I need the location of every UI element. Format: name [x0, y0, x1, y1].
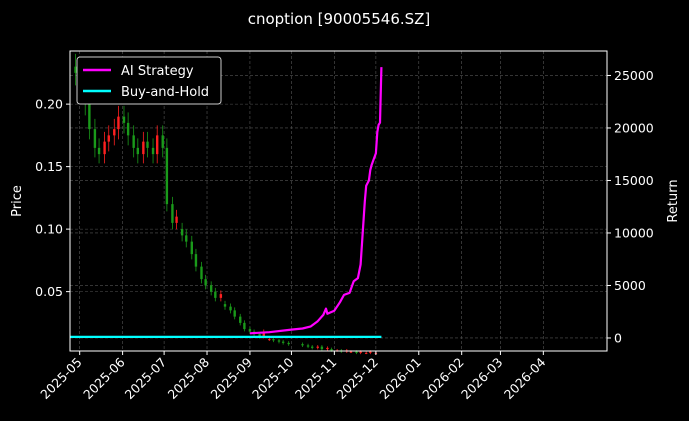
right-tick-label: 10000 [614, 225, 654, 240]
candle-body [88, 104, 91, 130]
left-tick-label: 0.05 [35, 284, 63, 299]
candle-body [349, 351, 353, 353]
candle-body [194, 254, 198, 267]
right-tick-label: 20000 [614, 120, 654, 135]
candle-body [126, 122, 130, 136]
candle-body [369, 351, 372, 353]
candle-body [185, 235, 188, 242]
legend-label-buy-and-hold: Buy-and-Hold [121, 85, 209, 100]
candle-body [151, 147, 155, 155]
return-lines [70, 67, 383, 338]
legend-box [76, 56, 222, 105]
x-tick-label: 2025-12 [333, 355, 381, 403]
left-tick-label: 0.15 [35, 159, 63, 174]
candle-body [190, 241, 193, 255]
legend-label-ai-strategy: AI Strategy [121, 64, 194, 79]
candle-body [355, 351, 358, 353]
x-tick-label: 2026-01 [376, 355, 424, 403]
x-tick-label: 2025-08 [165, 354, 213, 402]
candle-body [262, 331, 265, 337]
candle-body [209, 285, 213, 292]
x-tick-label: 2025-05 [37, 355, 85, 403]
candle-body [214, 291, 217, 298]
candle-body [320, 346, 324, 350]
x-tick-label: 2026-02 [419, 355, 467, 403]
x-tick-label: 2025-07 [122, 355, 170, 403]
candle-body [155, 135, 159, 155]
candle-body [272, 339, 275, 341]
candle-body [277, 340, 281, 342]
x-tick-label: 2025-11 [292, 355, 340, 403]
candle-body [204, 279, 207, 286]
candle-body [281, 341, 285, 343]
chart-title: cnoption [90005546.SZ] [248, 10, 431, 28]
candle-body [93, 129, 97, 148]
candle-body [233, 310, 236, 317]
candle-body [175, 216, 178, 223]
right-axis-label: Return [666, 179, 681, 222]
candle-body [146, 141, 149, 148]
candle-body [136, 147, 140, 155]
candle-body [171, 204, 174, 223]
candle-body [316, 346, 319, 348]
candle-body [258, 334, 261, 337]
candle-body [97, 147, 101, 155]
candle-body [287, 342, 290, 345]
x-tick-label: 2026-03 [458, 355, 506, 403]
x-tick-label: 2025-10 [249, 354, 297, 402]
candle-body [107, 135, 110, 142]
right-tick-label: 5000 [614, 278, 646, 293]
candle-body [239, 316, 242, 323]
candle-body [243, 322, 246, 330]
candle-body [301, 344, 304, 346]
series-line-ai-strategy [249, 67, 383, 335]
right-tick-label: 15000 [614, 173, 654, 188]
candle-body [74, 66, 77, 73]
left-tick-label: 0.10 [35, 222, 63, 237]
right-tick-label: 25000 [614, 68, 654, 83]
candle-body [306, 345, 310, 347]
x-tick-label: 2025-09 [208, 354, 256, 402]
left-axis: 0.05 0.10 0.15 0.20 [35, 97, 70, 299]
candle-body [142, 141, 145, 155]
x-tick-label: 2026-04 [501, 354, 549, 402]
candle-body [122, 116, 126, 123]
x-axis: 2025-052025-062025-072025-082025-092025-… [37, 351, 548, 402]
candle-body [229, 306, 232, 311]
candle-body [165, 147, 169, 205]
right-tick-label: 0 [614, 330, 622, 345]
candle-body [219, 294, 223, 298]
candle-body [359, 351, 362, 353]
candle-body [132, 135, 135, 148]
legend: AI Strategy Buy-and-Hold [76, 56, 222, 105]
candle-body [364, 352, 368, 354]
plot-frame [69, 50, 608, 352]
candle-body [200, 266, 203, 280]
grid [70, 51, 607, 351]
candle-body [268, 339, 271, 341]
right-axis: 0 5000 10000 15000 20000 25000 [607, 68, 654, 345]
candle-body [311, 346, 314, 348]
x-tick-label: 2025-06 [80, 354, 128, 402]
candle-body [248, 329, 252, 332]
candle-body [117, 116, 120, 130]
left-axis-label: Price [10, 185, 25, 217]
candle-body [161, 135, 164, 148]
candle-body [103, 141, 106, 155]
candle-body [113, 129, 116, 136]
candle-body [326, 347, 329, 350]
candle-body [180, 229, 184, 236]
left-tick-label: 0.20 [35, 97, 63, 112]
candle-body [223, 304, 227, 307]
candle-body [330, 349, 333, 351]
